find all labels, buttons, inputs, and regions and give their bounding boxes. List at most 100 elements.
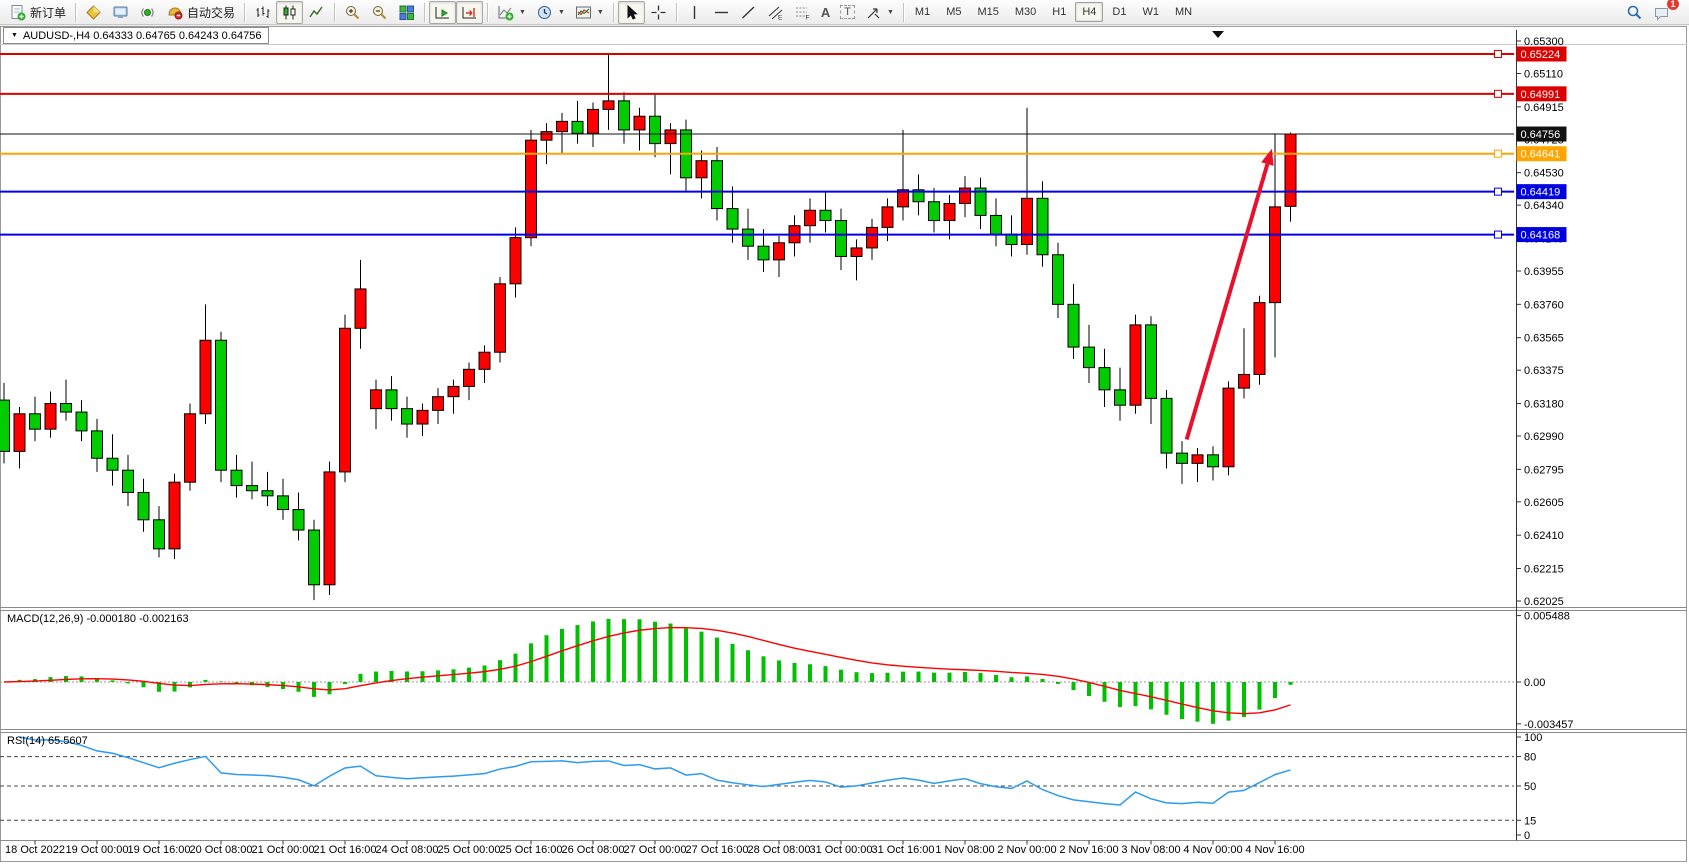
trend-arrow[interactable] (1184, 148, 1274, 440)
indicators-button[interactable]: ▼ (492, 1, 531, 24)
candle (199, 339, 212, 415)
trendline-tool-button[interactable] (735, 1, 762, 24)
candle (1269, 206, 1281, 304)
bar-chart-icon (256, 6, 270, 18)
svg-text:0.64530: 0.64530 (1524, 168, 1564, 180)
timeframe-m30-button[interactable]: M30 (1014, 6, 1037, 18)
strategy-tester-button[interactable] (134, 1, 161, 24)
tile-windows-icon (399, 5, 415, 20)
notifications-button[interactable]: 1 (1648, 0, 1679, 24)
candle (308, 529, 320, 586)
separator (487, 2, 489, 22)
new-order-button[interactable]: 新订单 (4, 1, 71, 24)
timeframe-h1-button[interactable]: H1 (1052, 6, 1067, 18)
auto-scroll-button[interactable] (429, 0, 457, 24)
svg-text:27 Oct 00:00: 27 Oct 00:00 (624, 844, 687, 856)
cursor-tool-button[interactable] (617, 0, 645, 24)
crosshair-tool-button[interactable] (645, 1, 672, 24)
channel-tool-button[interactable]: E (762, 1, 789, 24)
candle (1005, 233, 1018, 245)
price-line-label: 0.64641 (1521, 149, 1561, 161)
timeframe-h4-button[interactable]: H4 (1075, 2, 1104, 22)
svg-text:31 Oct 16:00: 31 Oct 16:00 (872, 844, 935, 856)
new-order-icon (11, 4, 26, 20)
macd-layer: 0.005488 0.00 -0.003457 (0, 611, 1574, 731)
candle (633, 115, 646, 131)
search-icon (1627, 5, 1642, 19)
candle (354, 288, 367, 329)
candle (974, 187, 987, 216)
svg-text:21 Oct 16:00: 21 Oct 16:00 (314, 844, 377, 856)
chart-shift-button[interactable] (456, 0, 484, 24)
timeframe-mn-button[interactable]: MN (1174, 6, 1193, 18)
search-button[interactable] (1621, 1, 1648, 24)
svg-text:25 Oct 00:00: 25 Oct 00:00 (438, 844, 501, 856)
candle (1098, 367, 1111, 391)
timeframe-m1-button[interactable]: M1 (914, 6, 931, 18)
candle (1238, 373, 1250, 389)
timeframe-d1-button[interactable]: D1 (1112, 6, 1127, 18)
bar-chart-type-button[interactable] (249, 1, 276, 24)
candle (1222, 387, 1235, 468)
horizontal-line-tool-button[interactable] (708, 1, 735, 24)
timeframe-m5-button[interactable]: M5 (946, 6, 962, 18)
separator (75, 2, 77, 22)
templates-button[interactable]: ▼ (570, 1, 609, 24)
candle-chart-type-button[interactable] (276, 0, 304, 24)
svg-text:19 Oct 16:00: 19 Oct 16:00 (128, 844, 191, 856)
svg-text:-0.003457: -0.003457 (1524, 719, 1574, 731)
rsi-label: RSI(14) 65.5607 (7, 735, 88, 747)
arrows-tool-button[interactable]: ▼ (860, 1, 899, 24)
symbol-title-box[interactable]: ▼ AUDUSD-,H4 0.64333 0.64765 0.64243 0.6… (3, 27, 270, 44)
candle (881, 206, 894, 228)
candle (726, 208, 739, 230)
timeframe-m15-button[interactable]: M15 (977, 6, 999, 18)
text-tool-button[interactable]: A (816, 1, 835, 24)
main-toolbar: 新订单 自动交易 (0, 0, 1689, 25)
text-label-tool-button[interactable]: T (835, 1, 860, 24)
candle (401, 408, 413, 425)
fibonacci-tool-button[interactable]: F (789, 1, 816, 24)
svg-text:0.62605: 0.62605 (1524, 497, 1564, 509)
zoom-in-button[interactable] (339, 1, 366, 24)
candle (835, 220, 847, 257)
macd-signal-line (3, 626, 1291, 715)
candle (1021, 197, 1033, 245)
terminal-button[interactable] (107, 1, 134, 24)
chart-canvas[interactable]: 0.653000.651100.649150.647250.645300.643… (0, 26, 1689, 864)
price-axis: 0.653000.651100.649150.647250.645300.643… (1516, 36, 1564, 608)
candle (1129, 324, 1142, 406)
zoom-out-button[interactable] (366, 1, 393, 24)
svg-text:50: 50 (1524, 781, 1536, 793)
svg-text:0.64915: 0.64915 (1524, 102, 1564, 114)
svg-text:0.00: 0.00 (1524, 677, 1545, 689)
fibonacci-icon: F (795, 7, 809, 21)
timeframe-w1-button[interactable]: W1 (1142, 6, 1159, 18)
candle (866, 226, 878, 249)
vertical-line-tool-button[interactable] (681, 1, 708, 24)
svg-text:25 Oct 16:00: 25 Oct 16:00 (500, 844, 563, 856)
line-chart-type-button[interactable] (303, 1, 330, 24)
template-icon (575, 6, 591, 18)
periods-button[interactable]: ▼ (531, 1, 570, 24)
svg-text:0: 0 (1524, 830, 1530, 842)
autotrading-button[interactable]: 自动交易 (161, 1, 240, 24)
candle (1036, 197, 1049, 256)
auto-scroll-icon (435, 6, 450, 18)
svg-text:26 Oct 08:00: 26 Oct 08:00 (562, 844, 625, 856)
tile-windows-button[interactable] (393, 1, 420, 24)
market-watch-button[interactable] (80, 1, 107, 24)
candle (1207, 454, 1219, 468)
price-line-label: 0.64168 (1521, 230, 1561, 242)
horizontal-line-icon (714, 11, 728, 13)
candle (1191, 454, 1204, 464)
svg-text:0.62795: 0.62795 (1524, 464, 1564, 476)
svg-text:24 Oct 08:00: 24 Oct 08:00 (376, 844, 439, 856)
candle (1253, 302, 1266, 375)
svg-text:0.63955: 0.63955 (1524, 266, 1564, 278)
candle (0, 399, 10, 452)
new-order-label: 新订单 (30, 5, 67, 20)
svg-text:80: 80 (1524, 752, 1536, 764)
candle (339, 327, 351, 473)
candle (106, 457, 119, 471)
